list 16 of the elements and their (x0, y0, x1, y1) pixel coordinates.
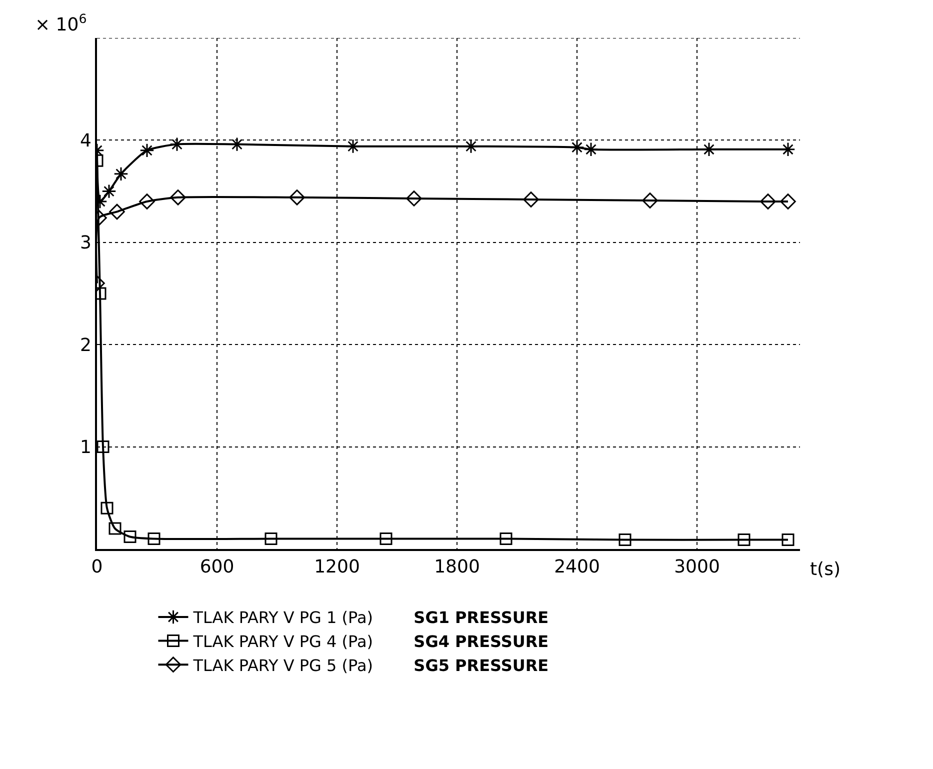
x-tick-label: 1800 (434, 556, 480, 578)
y-tick-label: 1 (80, 437, 92, 458)
y-tick-label: 2 (80, 334, 92, 356)
y-tick-label: 4 (80, 130, 92, 152)
legend-label: TLAK PARY V PG 5 (Pa) (193, 656, 373, 675)
text: SG5 PRESSURE (414, 656, 549, 675)
legend-label: TLAK PARY V PG 4 (Pa) (193, 632, 373, 652)
y-tick-label: 3 (80, 232, 92, 254)
x-axis-title: t(s) (810, 559, 840, 580)
x-tick-label: 600 (200, 556, 234, 578)
x-tick-label: 0 (91, 556, 103, 578)
y-axis-title: × 10$^{6}$ (35, 11, 87, 36)
text: SG4 PRESSURE (414, 632, 549, 652)
x-tick-label: 3000 (674, 556, 720, 578)
x-tick-label: 2400 (554, 556, 600, 578)
x-tick-label: 1200 (314, 556, 360, 578)
